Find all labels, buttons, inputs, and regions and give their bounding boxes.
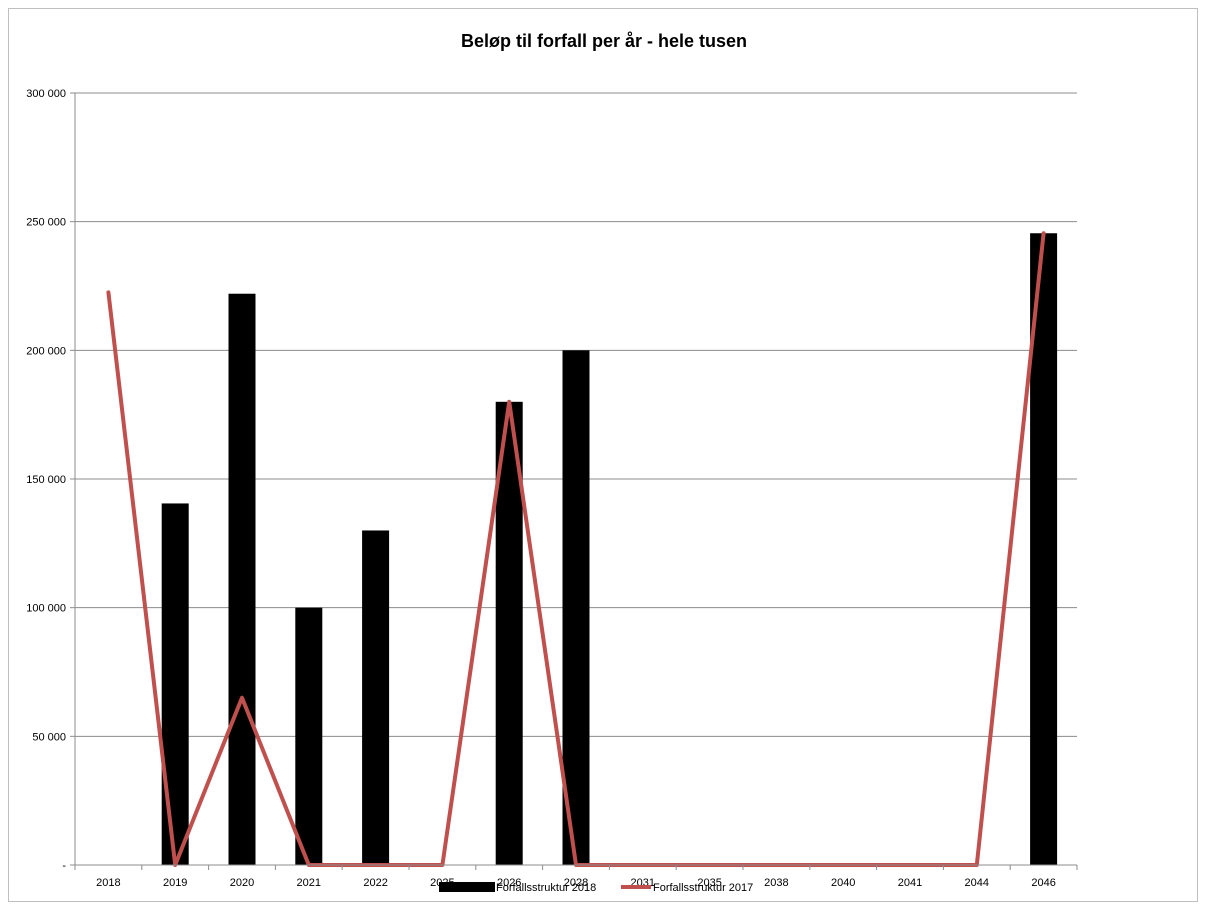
y-tick-label: 100 000 bbox=[26, 603, 66, 615]
y-tick-label: 50 000 bbox=[32, 731, 66, 743]
x-tick-label: 2038 bbox=[764, 877, 788, 889]
x-tick-label: 2041 bbox=[898, 877, 922, 889]
bar bbox=[362, 530, 390, 865]
bar bbox=[562, 350, 590, 865]
chart-title: Beløp til forfall per år - hele tusen bbox=[461, 31, 747, 51]
y-tick-label: 200 000 bbox=[26, 345, 66, 357]
chart-frame: Beløp til forfall per år - hele tusen - 5… bbox=[8, 8, 1198, 902]
x-tick-label: 2018 bbox=[96, 877, 120, 889]
x-tick-label: 2035 bbox=[697, 877, 721, 889]
y-tick-label: - bbox=[62, 860, 66, 872]
legend-label-line: Forfallsstruktur 2017 bbox=[653, 882, 753, 894]
y-tick-label: 250 000 bbox=[26, 217, 66, 229]
x-tick-label: 2046 bbox=[1031, 877, 1055, 889]
legend: Forfallsstruktur 2018 Forfallsstruktur 20… bbox=[439, 882, 753, 894]
bar bbox=[495, 401, 523, 865]
x-tick-label: 2044 bbox=[965, 877, 989, 889]
legend-swatch-bar bbox=[439, 882, 495, 892]
y-tick-label: 300 000 bbox=[26, 88, 66, 100]
legend-label-bar: Forfallsstruktur 2018 bbox=[496, 882, 596, 894]
x-tick-label: 2019 bbox=[163, 877, 187, 889]
x-tick-label: 2026 bbox=[497, 877, 521, 889]
x-tick-label: 2021 bbox=[297, 877, 321, 889]
y-tick-label: 150 000 bbox=[26, 474, 66, 486]
x-tick-label: 2022 bbox=[363, 877, 387, 889]
bar-series bbox=[161, 233, 1058, 866]
bar bbox=[161, 503, 189, 865]
bar bbox=[295, 607, 323, 865]
bar bbox=[1030, 233, 1058, 865]
x-tick-label: 2020 bbox=[230, 877, 254, 889]
axes: - 50 000 100 000 150 000 200 000 250 000 300 0… bbox=[26, 88, 1078, 889]
x-tick-label: 2028 bbox=[564, 877, 588, 889]
bar bbox=[228, 293, 256, 866]
x-tick-label: 2040 bbox=[831, 877, 855, 889]
chart-svg: Beløp til forfall per år - hele tusen - 5… bbox=[26, 31, 1078, 894]
